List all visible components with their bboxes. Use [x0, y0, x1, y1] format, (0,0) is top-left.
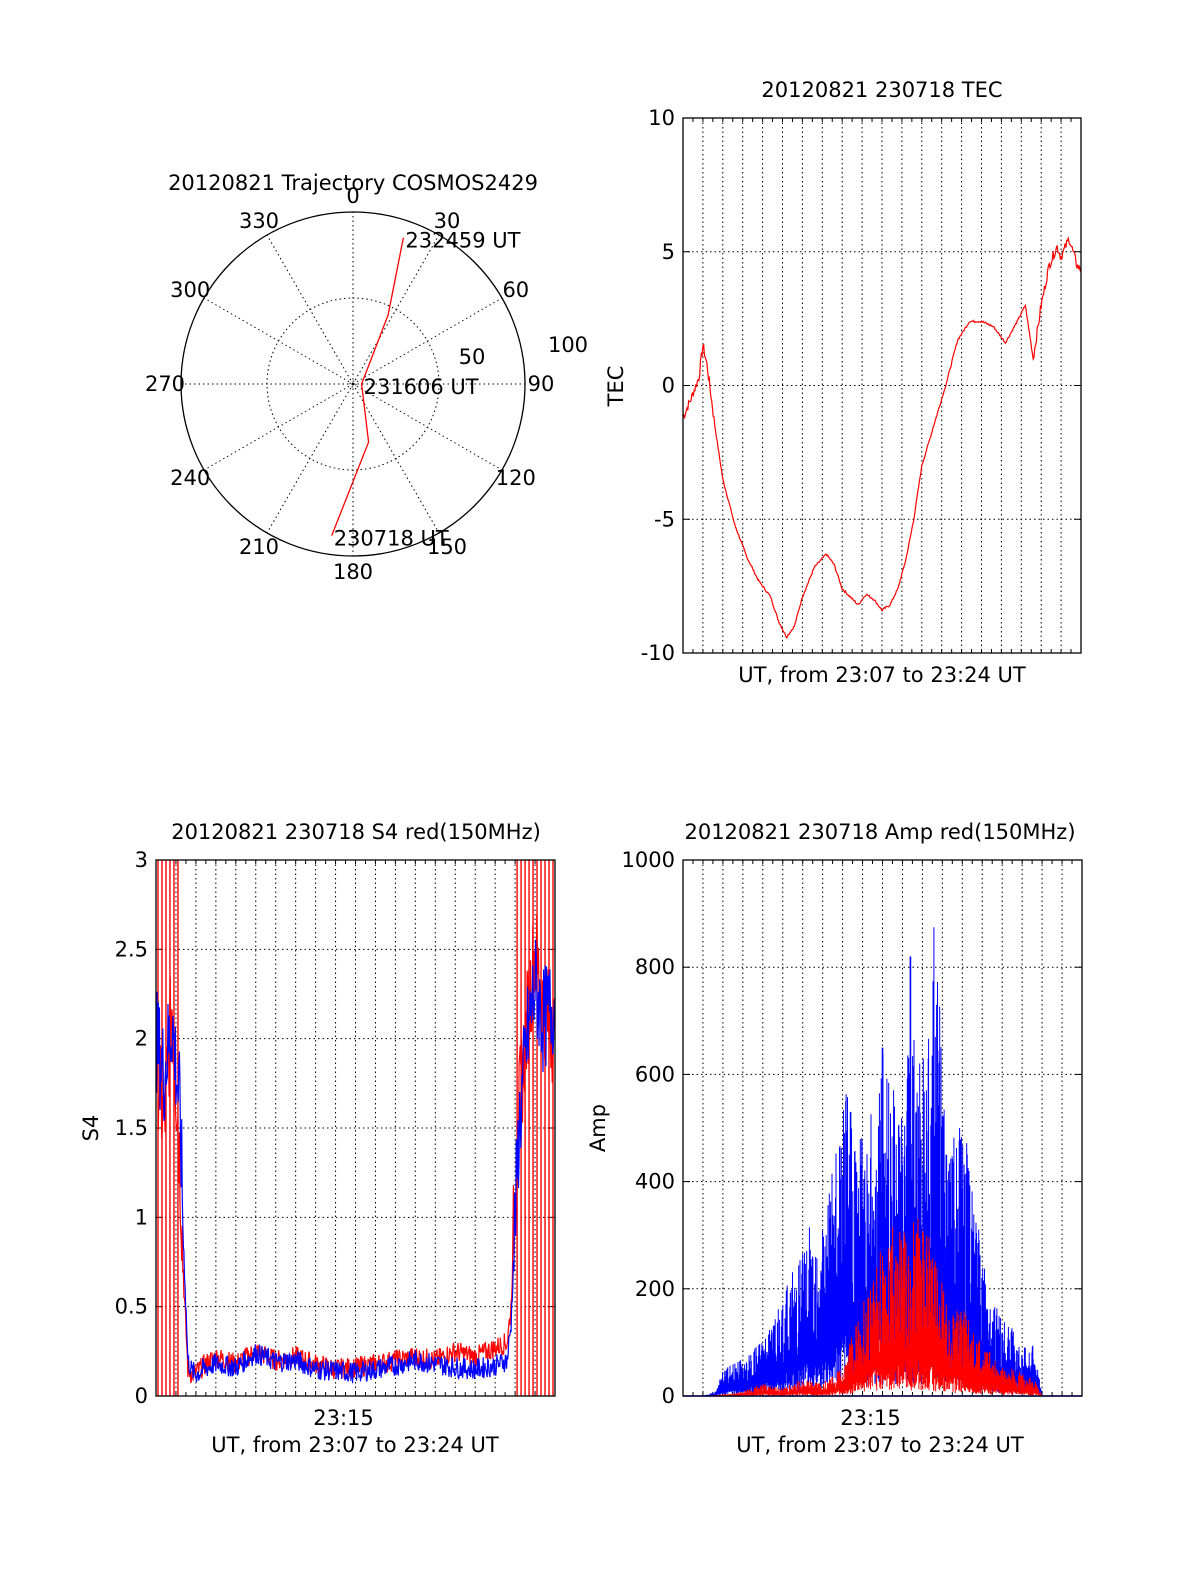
s4-ytick-label: 0.5: [115, 1295, 148, 1319]
satellite-track-line: [331, 237, 405, 536]
tec-series-line: [682, 235, 1082, 639]
s4-grid: [155, 859, 556, 1397]
amp-ylabel: Amp: [586, 1104, 610, 1152]
s4-ytick-label: 1: [135, 1205, 148, 1229]
polar-angle-labels: 0 30 60 90 120 150 180 210 240 270 300 330: [145, 184, 554, 584]
polar-angle-label: 330: [239, 209, 279, 233]
s4-axes-frame: [155, 859, 556, 1397]
s4-xlabel: UT, from 23:07 to 23:24 UT: [211, 1433, 499, 1457]
polar-spoke: [203, 383, 354, 471]
tec-ytick-label: 10: [648, 106, 675, 130]
s4-title: 20120821 230718 S4 red(150MHz): [171, 820, 541, 844]
polar-angle-label: 0: [346, 184, 359, 208]
polar-spoke: [352, 383, 503, 471]
trajectory-title: 20120821 Trajectory COSMOS2429: [168, 171, 538, 195]
polar-spoke: [203, 297, 354, 385]
tec-ytick-label: 5: [662, 240, 675, 264]
tec-ylabel: TEC: [604, 366, 628, 408]
polar-angle-label: 180: [333, 560, 373, 584]
tec-axes-frame: [682, 117, 1082, 654]
s4-ylabel: S4: [79, 1115, 103, 1142]
tec-y-ticks: -10 -5 0 5 10: [641, 106, 675, 665]
tec-ytick-label: -10: [641, 641, 675, 665]
s4-ytick-label: 1.5: [115, 1116, 148, 1140]
s4-y-ticks: 0 0.5 1 1.5 2 2.5 3: [115, 848, 148, 1408]
amp-ytick-label: 1000: [622, 848, 675, 872]
s4-blue-series-line: [155, 939, 556, 1384]
trajectory-polar-chart: 20120821 Trajectory COSMOS2429 0 30 60 90 12…: [145, 171, 588, 584]
polar-spoke: [266, 234, 354, 385]
track-time-label: 232459 UT: [405, 229, 520, 253]
amp-ytick-label: 0: [662, 1384, 675, 1408]
s4-xtick-label: 23:15: [313, 1406, 374, 1430]
polar-radial-label: 50: [459, 345, 486, 369]
amp-title: 20120821 230718 Amp red(150MHz): [684, 820, 1075, 844]
polar-angle-label: 270: [145, 372, 185, 396]
s4-ytick-label: 3: [135, 848, 148, 872]
polar-angle-label: 210: [239, 535, 279, 559]
polar-spoke: [352, 297, 503, 385]
amp-xlabel: UT, from 23:07 to 23:24 UT: [736, 1433, 1024, 1457]
polar-radial-label: 100: [548, 333, 588, 357]
polar-angle-label: 60: [502, 278, 529, 302]
amp-chart: 20120821 230718 Amp red(150MHz) 0 200 400 6…: [586, 820, 1083, 1457]
tec-ytick-label: -5: [654, 507, 675, 531]
s4-ytick-label: 2.5: [115, 937, 148, 961]
amp-ytick-label: 400: [635, 1170, 675, 1194]
polar-spoke: [352, 234, 440, 385]
polar-angle-label: 30: [434, 209, 461, 233]
tec-title: 20120821 230718 TEC: [761, 78, 1002, 102]
tec-ytick-label: 0: [662, 374, 675, 398]
amp-red-series-area: [703, 1218, 1043, 1396]
track-time-label: 230718 UT: [334, 527, 449, 551]
polar-angle-label: 150: [427, 535, 467, 559]
amp-y-ticks: 0 200 400 600 800 1000: [622, 848, 675, 1408]
s4-chart: 20120821 230718 S4 red(150MHz) 0 0.5 1 1.5 2…: [79, 820, 556, 1457]
amp-ytick-label: 600: [635, 1062, 675, 1086]
polar-angle-label: 300: [170, 278, 210, 302]
polar-angle-label: 90: [528, 372, 555, 396]
s4-red-series-line: [155, 914, 556, 1384]
amp-axes-frame: [682, 859, 1083, 1397]
polar-angle-label: 120: [496, 466, 536, 490]
amp-xtick-label: 23:15: [840, 1406, 901, 1430]
s4-ytick-label: 0: [135, 1384, 148, 1408]
track-time-annotations: 232459 UT 231606 UT 230718 UT: [334, 229, 521, 551]
s4-ytick-label: 2: [135, 1027, 148, 1051]
polar-spoke: [352, 383, 440, 534]
amp-ytick-label: 800: [635, 955, 675, 979]
polar-spoke: [266, 383, 354, 534]
polar-angle-label: 240: [170, 466, 210, 490]
tec-xlabel: UT, from 23:07 to 23:24 UT: [738, 663, 1026, 687]
track-time-label: 231606 UT: [364, 375, 479, 399]
polar-radial-labels: 50 100: [459, 333, 588, 369]
polar-grid: [180, 211, 526, 557]
tec-chart: 20120821 230718 TEC -10 -5 0 5 10 TEC UT, fr…: [604, 78, 1082, 687]
tec-grid: [682, 117, 1082, 654]
polar-center-ring: [349, 380, 357, 388]
amp-ytick-label: 200: [635, 1277, 675, 1301]
